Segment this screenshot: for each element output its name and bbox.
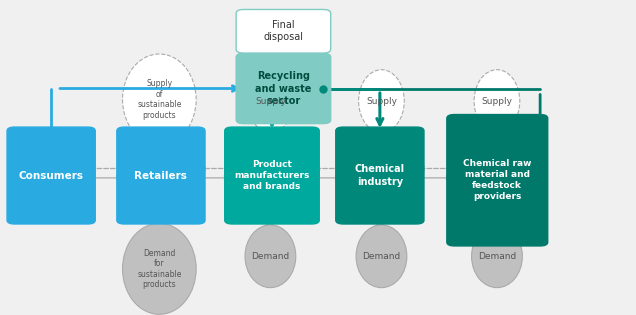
- Ellipse shape: [245, 225, 296, 288]
- Text: Chemical
industry: Chemical industry: [355, 164, 405, 187]
- Text: Final
disposal: Final disposal: [263, 20, 303, 43]
- Polygon shape: [490, 226, 500, 243]
- Polygon shape: [153, 131, 163, 143]
- Text: Demand: Demand: [251, 252, 289, 261]
- Polygon shape: [375, 222, 385, 226]
- Ellipse shape: [471, 225, 522, 288]
- Polygon shape: [490, 118, 500, 131]
- FancyBboxPatch shape: [236, 53, 331, 123]
- Text: Supply: Supply: [255, 97, 286, 106]
- Text: Supply: Supply: [366, 97, 397, 106]
- FancyBboxPatch shape: [7, 127, 95, 224]
- Text: Chemical raw
material and
feedstock
providers: Chemical raw material and feedstock prov…: [463, 159, 532, 201]
- Polygon shape: [264, 222, 273, 226]
- Ellipse shape: [123, 54, 196, 145]
- Ellipse shape: [474, 70, 520, 132]
- FancyBboxPatch shape: [225, 127, 319, 224]
- Polygon shape: [375, 120, 385, 131]
- Text: Supply: Supply: [481, 97, 513, 106]
- Text: Demand
for
sustainable
products: Demand for sustainable products: [137, 249, 181, 289]
- Text: Demand: Demand: [363, 252, 401, 261]
- Text: Recycling
and waste
sector: Recycling and waste sector: [255, 71, 312, 106]
- Ellipse shape: [356, 225, 407, 288]
- Text: Demand: Demand: [478, 252, 516, 261]
- Ellipse shape: [247, 70, 293, 132]
- FancyBboxPatch shape: [447, 115, 548, 246]
- Text: Retailers: Retailers: [134, 170, 188, 180]
- Text: Consumers: Consumers: [18, 170, 84, 180]
- Ellipse shape: [123, 223, 196, 314]
- FancyBboxPatch shape: [336, 127, 424, 224]
- FancyBboxPatch shape: [236, 9, 331, 53]
- Text: Product
manufacturers
and brands: Product manufacturers and brands: [234, 160, 310, 191]
- FancyBboxPatch shape: [117, 127, 205, 224]
- Text: Supply
of
sustainable
products: Supply of sustainable products: [137, 79, 181, 120]
- Polygon shape: [264, 120, 273, 131]
- Ellipse shape: [359, 70, 404, 132]
